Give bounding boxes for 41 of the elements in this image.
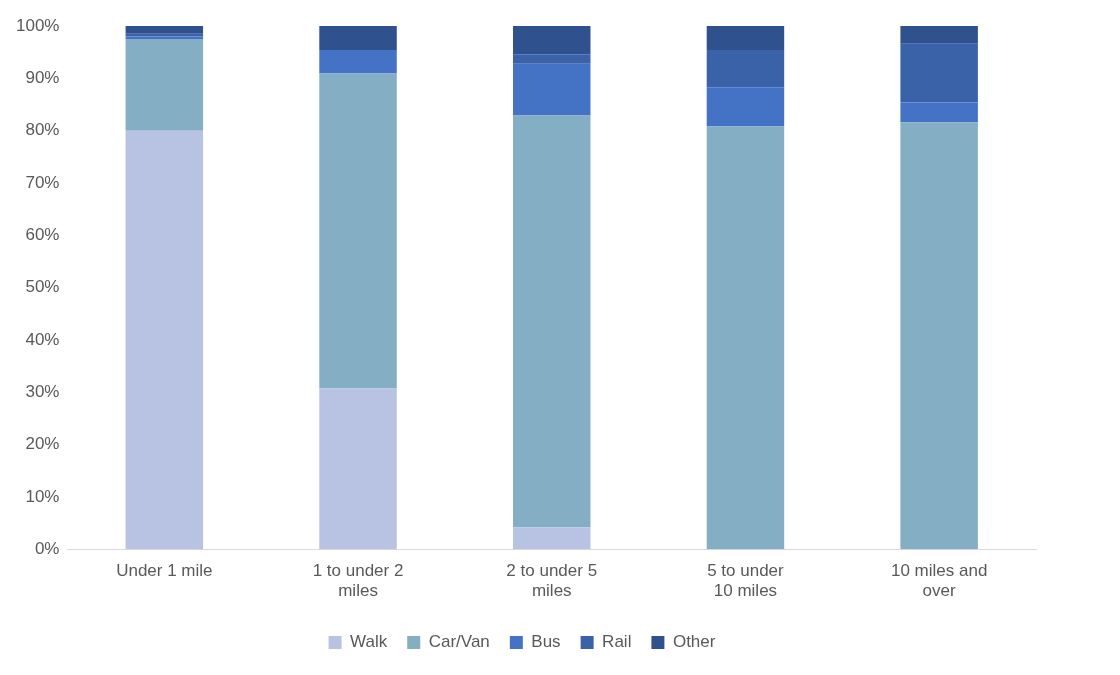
bar <box>513 527 591 550</box>
legend-label: Car/Van <box>428 632 490 652</box>
legend-label: Bus <box>531 632 561 652</box>
bar <box>125 39 204 131</box>
bar <box>706 26 785 51</box>
bar <box>900 26 978 44</box>
legend-label: Rail <box>602 632 632 652</box>
bar <box>319 26 397 51</box>
legend-label: Other <box>672 632 716 652</box>
x-tick-label: Under 1 mile <box>116 561 213 581</box>
bar <box>706 50 785 88</box>
bar <box>706 87 785 127</box>
bar <box>125 26 204 34</box>
y-tick-label: 10% <box>25 486 60 506</box>
x-tick-label: 10 miles and over <box>890 561 988 601</box>
bar <box>319 388 397 550</box>
bar <box>319 73 397 389</box>
y-tick-label: 70% <box>25 172 60 192</box>
bar <box>900 102 978 123</box>
bar <box>513 26 591 55</box>
y-tick-label: 100% <box>16 15 60 35</box>
x-tick-label: 2 to under 5 miles <box>506 561 598 601</box>
y-tick-label: 80% <box>25 120 60 140</box>
x-tick-label: 5 to under 10 miles <box>707 561 785 601</box>
x-tick-label: 1 to under 2 miles <box>312 561 404 601</box>
bar <box>706 126 785 550</box>
legend-label: Walk <box>350 632 388 652</box>
bar <box>900 43 978 103</box>
bar <box>513 54 591 64</box>
y-tick-label: 0% <box>34 538 60 558</box>
y-tick-label: 90% <box>25 68 60 88</box>
bar <box>513 115 591 528</box>
y-tick-label: 30% <box>25 381 60 401</box>
bar <box>513 63 591 116</box>
y-tick-label: 50% <box>25 277 60 297</box>
bar <box>900 122 978 550</box>
bar <box>319 50 397 74</box>
y-tick-label: 40% <box>25 329 60 349</box>
y-tick-label: 60% <box>25 224 60 244</box>
y-tick-label: 20% <box>25 434 60 454</box>
bar <box>125 130 204 550</box>
